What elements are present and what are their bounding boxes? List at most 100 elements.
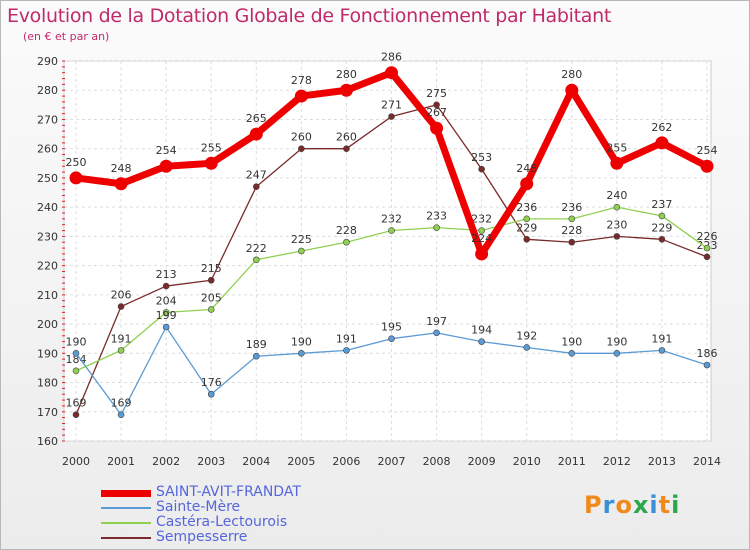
y-tick-label: 240 [37, 201, 58, 214]
data-label-0: 255 [606, 141, 627, 154]
plot-area [63, 60, 712, 442]
x-tick-label: 2006 [332, 455, 360, 468]
y-tick-label: 170 [37, 406, 58, 419]
data-point-1 [658, 347, 666, 354]
data-label-0: 250 [66, 156, 87, 169]
data-point-2 [523, 215, 531, 223]
data-label-3: 213 [156, 268, 177, 281]
proxiti-logo: Proxiti [584, 491, 680, 519]
data-point-0 [385, 66, 398, 80]
logo-letter: o [615, 491, 633, 519]
data-label-2: 233 [426, 210, 447, 223]
data-point-0 [610, 156, 624, 170]
data-point-3 [298, 145, 305, 152]
data-point-1 [162, 323, 170, 331]
y-tick-label: 220 [37, 260, 58, 273]
legend-swatch [101, 507, 151, 509]
data-label-0: 280 [561, 68, 582, 81]
data-point-2 [478, 227, 485, 234]
data-point-1 [613, 350, 621, 357]
data-point-3 [207, 276, 215, 284]
x-tick-label: 2005 [287, 455, 315, 468]
logo-letter: P [584, 491, 603, 519]
x-tick-label: 2001 [107, 455, 135, 468]
data-label-2: 184 [66, 353, 87, 366]
data-label-0: 254 [156, 144, 177, 157]
data-point-1 [117, 411, 125, 418]
data-label-2: 226 [697, 230, 718, 243]
data-point-1 [523, 344, 531, 351]
logo-letter: i [671, 491, 681, 519]
data-label-0: 255 [201, 141, 222, 154]
data-point-0 [159, 159, 173, 173]
data-label-3: 229 [651, 221, 672, 234]
data-point-3 [658, 236, 666, 243]
y-tick-label: 280 [37, 84, 58, 97]
data-label-1: 186 [697, 347, 718, 360]
data-label-0: 267 [426, 106, 447, 119]
data-label-3: 271 [381, 99, 402, 112]
x-tick-label: 2010 [513, 455, 541, 468]
data-point-1 [568, 350, 576, 357]
y-tick-label: 210 [37, 289, 58, 302]
logo-letter: t [658, 491, 672, 519]
legend-label: Sempesserre [156, 529, 248, 545]
data-point-3 [613, 233, 621, 240]
data-label-3: 215 [201, 262, 222, 275]
data-point-3 [162, 282, 170, 290]
data-label-1: 194 [471, 324, 492, 337]
data-label-1: 195 [381, 321, 402, 334]
data-label-1: 190 [561, 335, 582, 348]
y-tick-label: 250 [37, 172, 58, 185]
data-label-2: 232 [471, 213, 492, 226]
data-label-1: 190 [291, 335, 312, 348]
data-point-1 [703, 361, 711, 369]
data-point-2 [162, 309, 170, 316]
legend-label: Castéra-Lectourois [156, 514, 288, 530]
data-label-2: 204 [156, 294, 177, 307]
legend-swatch [101, 489, 151, 497]
data-point-3 [433, 101, 440, 109]
data-label-2: 232 [381, 213, 402, 226]
data-point-2 [568, 215, 576, 223]
data-label-3: 260 [336, 131, 357, 144]
x-tick-label: 2013 [648, 455, 676, 468]
data-label-2: 191 [111, 332, 132, 345]
data-point-3 [478, 165, 485, 173]
data-point-2 [658, 212, 666, 220]
y-tick-label: 200 [37, 318, 58, 331]
data-point-1 [343, 347, 350, 354]
data-label-0: 248 [516, 162, 537, 175]
data-point-0 [294, 89, 308, 103]
data-point-0 [204, 156, 218, 170]
data-label-1: 176 [201, 376, 222, 389]
data-label-1: 191 [336, 332, 357, 345]
data-label-2: 228 [336, 224, 357, 237]
data-label-2: 237 [651, 198, 672, 211]
y-tick-label: 270 [37, 113, 58, 126]
data-point-1 [478, 338, 485, 345]
data-label-0: 224 [471, 232, 492, 245]
legend-swatch [101, 522, 151, 524]
data-point-0 [655, 136, 669, 150]
data-point-2 [207, 306, 215, 313]
data-point-3 [523, 236, 531, 243]
data-point-0 [339, 83, 353, 97]
logo-letter: i [649, 491, 659, 519]
data-label-0: 265 [246, 112, 267, 125]
data-label-3: 229 [516, 221, 537, 234]
data-label-3: 247 [246, 169, 267, 182]
data-point-2 [117, 347, 125, 354]
data-label-1: 192 [516, 329, 537, 342]
data-point-0 [69, 171, 83, 185]
legend-label: SAINT-AVIT-FRANDAT [156, 484, 301, 500]
data-label-2: 225 [291, 233, 312, 246]
data-label-3: 206 [111, 289, 132, 302]
data-point-0 [475, 247, 489, 261]
legend-label: Sainte-Mère [156, 499, 241, 515]
x-tick-label: 2008 [423, 455, 451, 468]
data-label-0: 262 [651, 121, 672, 134]
data-label-0: 286 [381, 51, 402, 64]
